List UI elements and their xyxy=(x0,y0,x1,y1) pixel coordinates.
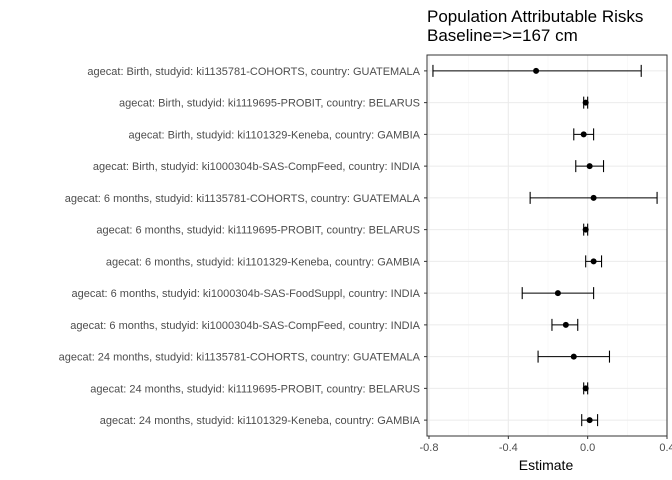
row-label: agecat: 6 months, studyid: ki1135781-COH… xyxy=(65,193,421,205)
estimate-row xyxy=(551,318,579,331)
point-estimate xyxy=(570,353,577,360)
x-tick-label: 0.4 xyxy=(659,442,672,454)
x-axis-title: Estimate xyxy=(519,457,574,473)
estimates xyxy=(432,64,658,427)
point-estimate xyxy=(586,417,593,424)
estimate-row xyxy=(521,287,595,300)
row-label: agecat: 6 months, studyid: ki1000304b-SA… xyxy=(71,288,420,300)
row-label: agecat: Birth, studyid: ki1101329-Keneba… xyxy=(129,129,421,141)
estimate-row xyxy=(581,414,599,427)
chart-title: Population Attributable Risks xyxy=(427,7,643,26)
x-axis: -0.8 -0.4 0.0 0.4 xyxy=(419,436,672,454)
point-estimate xyxy=(582,99,589,106)
point-estimate xyxy=(580,131,587,138)
chart-subtitle: Baseline=>=167 cm xyxy=(427,26,578,45)
estimate-row xyxy=(582,382,589,395)
point-estimate xyxy=(582,385,589,392)
row-label: agecat: 6 months, studyid: ki1101329-Ken… xyxy=(106,256,421,268)
estimate-row xyxy=(432,64,642,77)
point-estimate xyxy=(554,290,561,297)
x-tick-label: -0.4 xyxy=(499,442,518,454)
estimate-row xyxy=(585,255,603,268)
estimate-row xyxy=(573,128,595,141)
row-label: agecat: Birth, studyid: ki1135781-COHORT… xyxy=(87,66,420,78)
estimate-row xyxy=(582,96,589,109)
row-label: agecat: 24 months, studyid: ki1135781-CO… xyxy=(59,352,421,364)
row-label: agecat: 24 months, studyid: ki1101329-Ke… xyxy=(100,415,421,427)
point-estimate xyxy=(582,226,589,233)
row-label: agecat: 6 months, studyid: ki1119695-PRO… xyxy=(96,225,420,237)
point-estimate xyxy=(533,67,540,74)
x-tick-label: 0.0 xyxy=(580,442,595,454)
row-labels: agecat: Birth, studyid: ki1135781-COHORT… xyxy=(59,66,427,427)
grid xyxy=(427,55,668,436)
estimate-row xyxy=(582,223,589,236)
panel-background xyxy=(427,55,667,436)
row-label: agecat: Birth, studyid: ki1119695-PROBIT… xyxy=(119,98,420,110)
point-estimate xyxy=(590,194,597,201)
estimate-row xyxy=(529,191,658,204)
panel-border xyxy=(426,54,668,437)
x-tick-label: -0.8 xyxy=(419,442,438,454)
point-estimate xyxy=(590,258,597,265)
estimate-row xyxy=(575,160,605,173)
row-label: agecat: 6 months, studyid: ki1000304b-SA… xyxy=(70,320,420,332)
point-estimate xyxy=(562,321,569,328)
row-label: agecat: Birth, studyid: ki1000304b-SAS-C… xyxy=(93,161,421,173)
point-estimate xyxy=(586,163,593,170)
row-label: agecat: 24 months, studyid: ki1119695-PR… xyxy=(90,383,420,395)
estimate-row xyxy=(537,350,611,363)
